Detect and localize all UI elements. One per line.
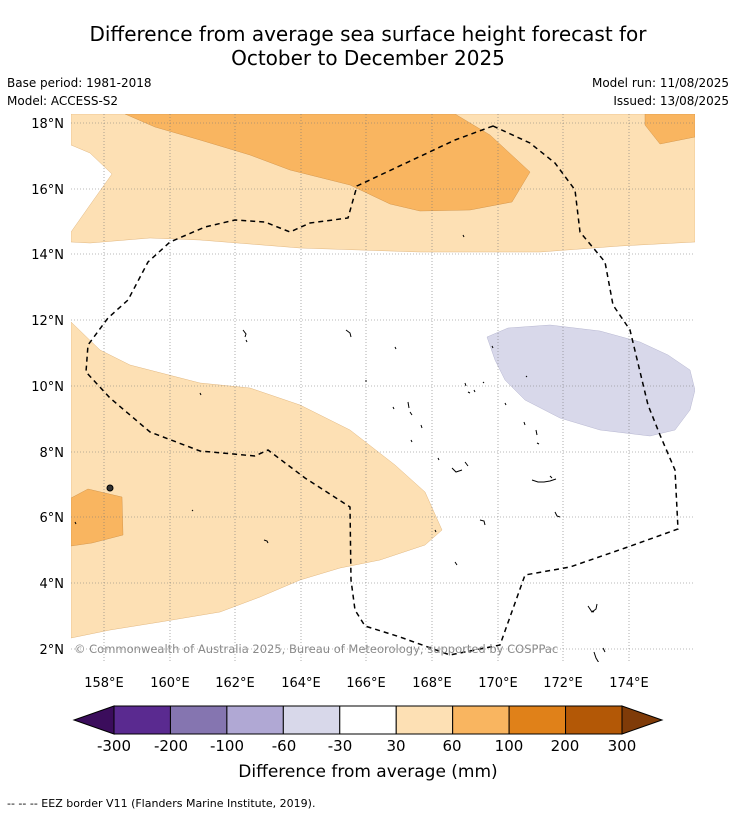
colorbar-tick: 200 [551,737,580,755]
lon-label: 172°E [543,676,583,691]
colorbar-tick: 100 [495,737,524,755]
lat-label: 12°N [31,314,64,329]
lon-label: 160°E [150,676,190,691]
lat-labels: 18°N 16°N 14°N 12°N 10°N 8°N 6°N 4°N 2°N [31,117,64,658]
lon-label: 170°E [478,676,518,691]
lon-label: 162°E [215,676,255,691]
meta-left: Base period: 1981-2018 Model: ACCESS-S2 [7,74,152,110]
base-period: Base period: 1981-2018 [7,76,152,90]
title-line-1: Difference from average sea surface heig… [89,22,647,46]
meta-right: Model run: 11/08/2025 Issued: 13/08/2025 [592,74,729,110]
lon-label: 168°E [412,676,452,691]
lon-labels: 158°E 160°E 162°E 164°E 166°E 168°E 170°… [84,676,649,691]
lat-label: 10°N [31,380,64,395]
colorbar-extend-high [621,705,664,735]
colorbar-segment [339,705,397,735]
lat-label: 18°N [31,117,64,132]
lat-label: 14°N [31,248,64,263]
title-line-2: October to December 2025 [231,46,505,70]
colorbar-tick: 30 [386,737,405,755]
colorbar-tick: -300 [97,737,131,755]
shading-top-60-100 [124,114,531,212]
shading-left-30-60 [71,321,443,639]
colorbar-segment [395,705,454,735]
eez-footnote: -- -- -- EEZ border V11 (Flanders Marine… [7,797,316,810]
colorbar-segment [113,705,171,735]
lat-label: 6°N [40,511,65,526]
lat-gridlines [71,122,695,650]
lat-label: 2°N [40,643,65,658]
model-name: Model: ACCESS-S2 [7,94,119,108]
colorbar-tick: -30 [328,737,353,755]
lat-label: 16°N [31,183,64,198]
lon-label: 166°E [346,676,386,691]
colorbar-label: Difference from average (mm) [238,762,498,782]
colorbar-tick: 300 [608,737,637,755]
issued-date: Issued: 13/08/2025 [613,94,729,108]
colorbar-segment [226,705,284,735]
lon-label: 158°E [84,676,124,691]
colorbar-segment [282,705,341,735]
colorbar-segment [452,705,510,735]
islands [74,234,606,662]
lat-label: 8°N [40,446,65,461]
lon-label: 174°E [609,676,649,691]
colorbar-extend-low [72,705,115,735]
map-title: Difference from average sea surface heig… [0,22,736,70]
colorbar-segment [508,705,567,735]
model-run: Model run: 11/08/2025 [591,76,729,90]
colorbar [72,705,664,735]
map-plot-area: © Commonwealth of Australia 2025, Bureau… [71,114,695,662]
eez-border [85,125,679,656]
colorbar-ticks: -300 -200 -100 -60 -30 30 60 100 200 300 [97,737,636,755]
colorbar-tick: -60 [272,737,297,755]
colorbar-segment [169,705,228,735]
lon-label: 164°E [281,676,321,691]
shading-topright-60-100 [644,114,695,145]
shading-negative-30-60 [486,324,695,437]
map-copyright: © Commonwealth of Australia 2025, Bureau… [74,642,558,656]
shading-left-60-100 [71,488,124,547]
lat-label: 4°N [40,577,65,592]
colorbar-tick: -100 [210,737,244,755]
colorbar-segment [565,705,623,735]
lon-gridlines [103,114,630,662]
colorbar-tick: -200 [154,737,188,755]
colorbar-tick: 60 [442,737,461,755]
